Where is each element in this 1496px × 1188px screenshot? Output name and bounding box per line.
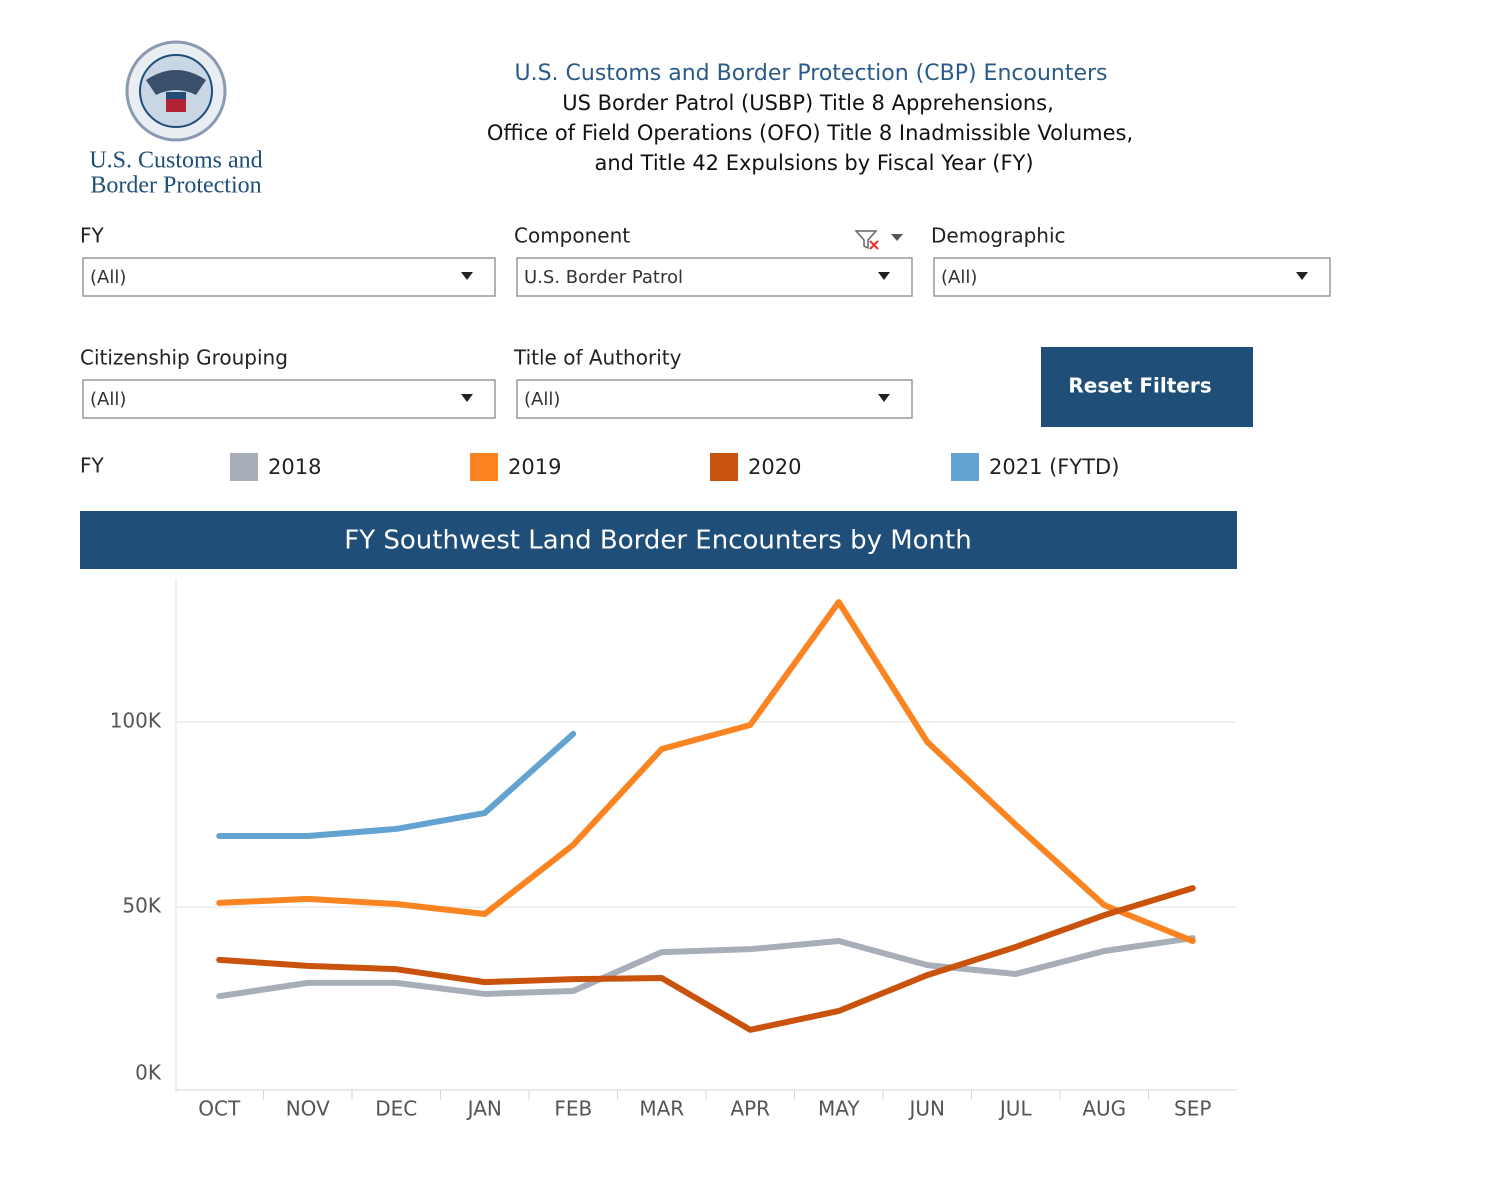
series-line [216, 730, 577, 839]
reset-button[interactable] [1041, 347, 1253, 427]
logo-text: Border Protection [90, 173, 261, 199]
legend-label: 2020 [748, 455, 801, 479]
subtitle: Office of Field Operations (OFO) Title 8… [487, 121, 1133, 145]
series-line [216, 885, 1196, 1033]
seal-eagle [146, 70, 206, 95]
subtitle: and Title 42 Expulsions by Fiscal Year (… [594, 151, 1033, 175]
legend-swatch [710, 453, 738, 481]
funnel [854, 230, 878, 250]
filter-label: Citizenship Grouping [80, 346, 288, 370]
filter-label: Demographic [931, 224, 1066, 248]
filter-value: (All) [941, 267, 977, 288]
filter-dropdown[interactable] [516, 257, 913, 297]
chart-title-bar [80, 511, 1237, 569]
legend-swatch [470, 453, 498, 481]
dropdown-arrow [878, 394, 890, 402]
filter-dropdown[interactable] [82, 379, 496, 419]
filter-value: (All) [90, 389, 126, 410]
legend-swatch [230, 453, 258, 481]
filter-dropdown[interactable] [516, 379, 913, 419]
x-tick-label: APR [730, 1097, 770, 1121]
filter-dropdown[interactable] [933, 257, 1331, 297]
x-tick-label: JUL [998, 1097, 1033, 1121]
x-tick-label: SEP [1174, 1097, 1211, 1121]
x-tick-label: JUN [908, 1097, 946, 1121]
logo-text: U.S. Customs and [89, 148, 262, 174]
x-tick-label: MAR [639, 1097, 684, 1121]
seal-shield-top [166, 92, 186, 99]
dropdown-arrow [461, 394, 473, 402]
x-tick-label: DEC [375, 1097, 417, 1121]
filter-value: U.S. Border Patrol [524, 267, 683, 288]
reset-button-label: Reset Filters [1068, 374, 1211, 398]
subtitle: US Border Patrol (USBP) Title 8 Apprehen… [562, 91, 1054, 115]
y-tick-label: 50K [122, 894, 161, 918]
seal-inner [139, 54, 213, 128]
x-tick-label: AUG [1082, 1097, 1126, 1121]
x-tick-label: NOV [286, 1097, 330, 1121]
x-mark [869, 240, 879, 250]
clear-filter-icon[interactable] [854, 230, 903, 250]
chart-title: FY Southwest Land Border Encounters by M… [344, 526, 971, 556]
filter-dropdown[interactable] [82, 257, 496, 297]
logo [125, 40, 227, 142]
dropdown-arrow [878, 272, 890, 280]
filter-value: (All) [524, 389, 560, 410]
series-line [216, 599, 1196, 945]
filter-label: FY [80, 224, 105, 248]
y-tick-label: 100K [110, 709, 162, 733]
legend-label: 2021 (FYTD) [989, 455, 1119, 479]
legend-swatch [951, 453, 979, 481]
page-title: U.S. Customs and Border Protection (CBP)… [514, 61, 1107, 86]
series-line [216, 935, 1196, 1000]
menu-arrow [891, 234, 903, 241]
x-tick-label: JAN [466, 1097, 502, 1121]
x-tick-label: MAY [818, 1097, 860, 1121]
x-tick-label: OCT [198, 1097, 241, 1121]
legend-label: 2019 [508, 455, 561, 479]
legend-label: 2018 [268, 455, 321, 479]
filter-label: Component [514, 224, 630, 248]
dropdown-arrow [1296, 272, 1308, 280]
filter-value: (All) [90, 267, 126, 288]
x-tick-label: FEB [554, 1097, 592, 1121]
dropdown-arrow [461, 272, 473, 280]
legend-title: FY [80, 454, 105, 478]
filter-label: Title of Authority [513, 346, 682, 370]
y-tick-label: 0K [135, 1061, 162, 1085]
